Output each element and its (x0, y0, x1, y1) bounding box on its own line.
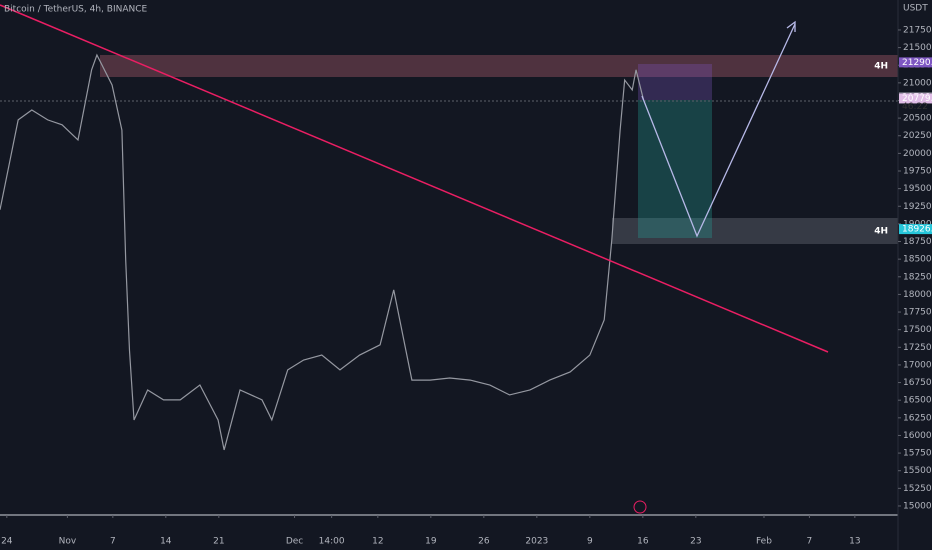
y-tick-label: 16750.00 (903, 378, 932, 388)
y-tick-label: 20500.00 (903, 114, 932, 124)
resistance-zone (100, 55, 898, 77)
stop-area (638, 64, 712, 100)
x-tick-label: 16 (637, 537, 649, 547)
y-tick-label: 20250.00 (903, 131, 932, 141)
price-line-series (0, 53, 645, 451)
price-tag-label: 20779.00 (902, 94, 932, 104)
arrow-head (786, 20, 796, 32)
y-tick-label: 19500.00 (903, 184, 932, 194)
axis-unit: USDT (903, 4, 928, 14)
y-tick-label: 21750.00 (903, 25, 932, 35)
zone-label: 4H (874, 227, 888, 237)
y-tick-label: 17500.00 (903, 325, 932, 335)
projection-arrow (641, 23, 796, 238)
x-tick-label: 24 (1, 537, 13, 547)
event-icon (633, 500, 647, 514)
x-tick-label: Feb (756, 537, 772, 547)
target-area (638, 100, 712, 238)
y-tick-label: 18250.00 (903, 272, 932, 282)
y-tick-label: 17000.00 (903, 360, 932, 370)
y-tick-label: 16250.00 (903, 413, 932, 423)
x-tick-label: 14 (160, 537, 172, 547)
y-tick-label: 17750.00 (903, 308, 932, 318)
y-tick-label: 16000.00 (903, 431, 932, 441)
support-zone (612, 218, 898, 244)
x-tick-label: 7 (110, 537, 116, 547)
x-tick-label: Nov (59, 537, 77, 547)
header-title: Bitcoin / TetherUS, 4h, BINANCE (4, 5, 148, 15)
y-tick-label: 21500.00 (903, 43, 932, 53)
y-tick-label: 16500.00 (903, 396, 932, 406)
x-tick-label: Dec (286, 537, 303, 547)
price-tag (899, 93, 932, 104)
y-tick-label: 15750.00 (903, 449, 932, 459)
plot (0, 53, 645, 451)
x-tick-label: 23 (690, 537, 701, 547)
x-tick-label: 19 (425, 537, 437, 547)
y-tick-label: 21000.00 (903, 78, 932, 88)
x-tick-label: 26 (478, 537, 490, 547)
y-tick-label: 15000.00 (903, 501, 932, 511)
y-tick-label: 18750.00 (903, 237, 932, 247)
y-tick-label: 20000.00 (903, 149, 932, 159)
x-tick-label: 2023 (525, 537, 548, 547)
price-tag (899, 224, 932, 235)
price-tag-label: 21290.53 (902, 58, 932, 68)
y-tick-label: 18000.00 (903, 290, 932, 300)
y-tick-label: 18500.00 (903, 255, 932, 265)
zone-label: 4H (874, 62, 888, 72)
y-tick-label: 17250.00 (903, 343, 932, 353)
trend-line (0, 4, 829, 353)
x-tick-label: 12 (372, 537, 383, 547)
y-tick-label: 19250.00 (903, 202, 932, 212)
price-tag-label: 18926.30 (902, 225, 932, 235)
price-tag (899, 57, 932, 68)
y-tick-label: 15250.00 (903, 484, 932, 494)
x-tick-label: 13 (849, 537, 860, 547)
x-tick-label: 7 (807, 537, 813, 547)
countdown: 46:22 (902, 102, 928, 112)
x-tick-label: 14:00 (319, 537, 345, 547)
x-tick-label: 9 (587, 537, 593, 547)
x-tick-label: 21 (213, 537, 224, 547)
y-tick-label: 19750.00 (903, 167, 932, 177)
y-tick-label: 15500.00 (903, 466, 932, 476)
